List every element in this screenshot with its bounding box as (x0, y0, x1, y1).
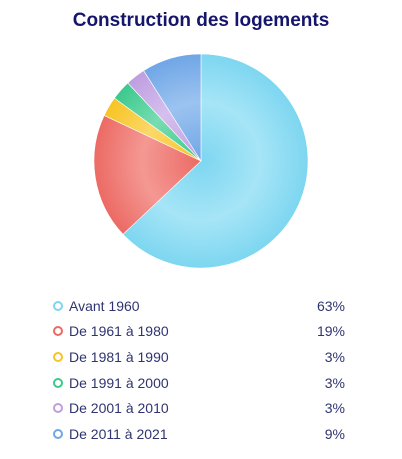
chart-title: Construction des logements (72, 10, 330, 31)
legend-dot-icon (53, 326, 63, 337)
legend-label: De 1981 à 1990 (69, 348, 169, 365)
legend-dot-icon (53, 403, 63, 414)
legend-dot-icon (53, 377, 63, 388)
legend: Avant 1960 63% De 1961 à 1980 19% De 1981 à … (53, 293, 345, 447)
legend-value: 3% (324, 374, 345, 391)
legend-item[interactable]: De 2011 à 2021 9% (53, 421, 345, 447)
legend-value: 63% (316, 297, 345, 314)
legend-label: De 2001 à 2010 (69, 400, 169, 417)
pie-chart (93, 53, 309, 269)
legend-value: 19% (316, 323, 345, 340)
pie-slice[interactable] (143, 53, 202, 163)
legend-dot-icon (53, 428, 63, 439)
legend-label: Avant 1960 (69, 297, 140, 314)
legend-dot-icon (53, 300, 63, 311)
legend-item[interactable]: De 1991 à 2000 3% (53, 370, 345, 396)
legend-item[interactable]: De 1981 à 1990 3% (53, 344, 345, 370)
pie-slice[interactable] (122, 53, 309, 269)
legend-label: De 2011 à 2021 (69, 425, 168, 442)
legend-item[interactable]: Avant 1960 63% (53, 293, 345, 319)
legend-item[interactable]: De 2001 à 2010 3% (53, 395, 345, 421)
pie-slice[interactable] (93, 115, 202, 235)
legend-dot-icon (53, 351, 63, 362)
legend-label: De 1991 à 2000 (69, 374, 169, 391)
legend-value: 9% (324, 425, 345, 442)
legend-value: 3% (324, 348, 345, 365)
legend-item[interactable]: De 1961 à 1980 19% (53, 319, 345, 345)
legend-value: 3% (324, 400, 345, 417)
legend-label: De 1961 à 1980 (69, 323, 169, 340)
